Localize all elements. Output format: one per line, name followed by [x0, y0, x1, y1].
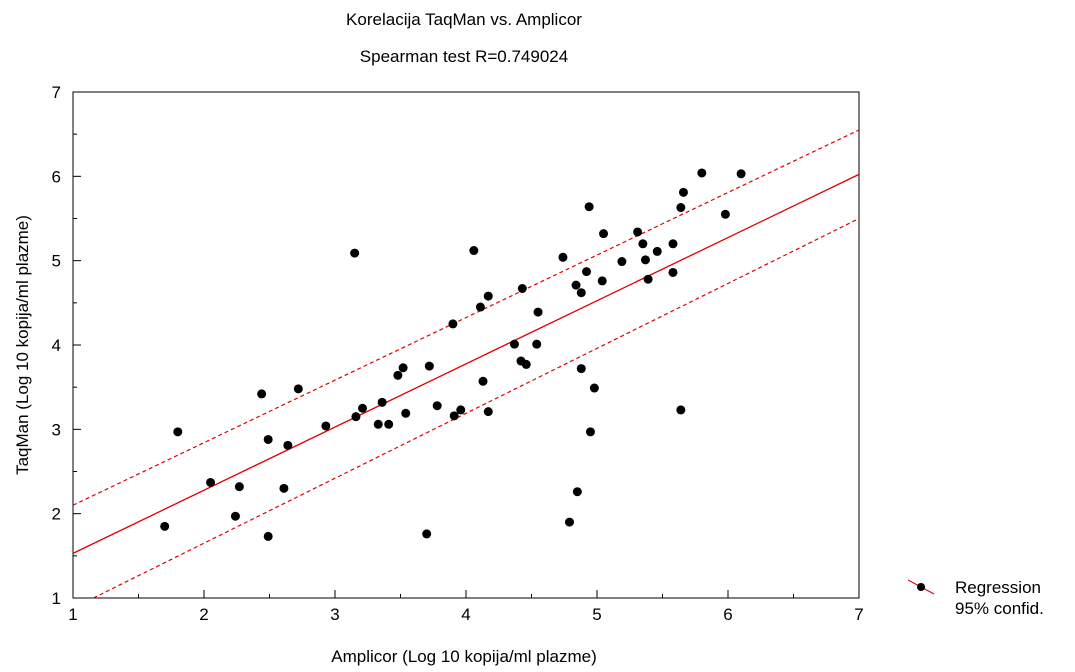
data-point [582, 267, 592, 277]
data-point [469, 246, 479, 256]
data-point [351, 412, 361, 422]
data-point [257, 389, 267, 399]
data-point [206, 477, 216, 487]
data-point [652, 246, 662, 256]
x-axis-ticks: 1 2 3 4 5 6 7 [68, 590, 864, 624]
data-point [668, 239, 678, 249]
confidence-upper-line [72, 129, 860, 506]
data-point [589, 383, 599, 393]
data-point [678, 187, 688, 197]
data-point [585, 427, 595, 437]
data-point [558, 252, 568, 262]
data-point [422, 529, 432, 539]
data-point [517, 283, 527, 293]
scatter-points [160, 168, 746, 541]
data-point [393, 370, 403, 380]
data-point [483, 291, 493, 301]
data-point [643, 274, 653, 284]
data-point [448, 319, 458, 329]
data-point [432, 401, 442, 411]
data-point [576, 364, 586, 374]
regression-line [72, 173, 860, 554]
data-point [234, 482, 244, 492]
data-point [599, 229, 609, 239]
data-point [509, 339, 519, 349]
data-point [572, 487, 582, 497]
data-point [736, 169, 746, 179]
x-tick-label: 2 [199, 605, 208, 624]
confidence-lower-line [93, 217, 860, 599]
chart-subtitle: Spearman test R=0.749024 [360, 47, 568, 66]
plot-area-frame [72, 91, 860, 599]
legend: Regression 95% confid. [907, 578, 1044, 618]
data-point [533, 307, 543, 317]
data-point [571, 280, 581, 290]
data-point [263, 434, 273, 444]
y-tick-label: 1 [52, 589, 61, 608]
data-point [633, 227, 643, 237]
data-point [373, 419, 383, 429]
data-point [638, 239, 648, 249]
data-point [564, 517, 574, 527]
y-tick-label: 6 [52, 167, 61, 186]
data-point [358, 403, 368, 413]
data-point [350, 248, 360, 258]
data-point [263, 531, 273, 541]
data-point [283, 440, 293, 450]
data-point [697, 168, 707, 178]
x-tick-label: 3 [330, 605, 339, 624]
data-point [676, 405, 686, 415]
data-point [584, 202, 594, 212]
data-point [449, 411, 459, 421]
data-point [384, 419, 394, 429]
data-point [617, 257, 627, 267]
regression-line-group [72, 173, 860, 554]
data-point [398, 363, 408, 373]
legend-label-confidence: 95% confid. [955, 599, 1044, 618]
x-tick-label: 1 [68, 605, 77, 624]
data-point [456, 405, 466, 415]
legend-label-regression: Regression [955, 578, 1041, 597]
y-axis-ticks: 1 2 3 4 5 6 7 [52, 83, 81, 608]
data-point [377, 397, 387, 407]
confidence-band [72, 129, 860, 599]
data-point [475, 302, 485, 312]
x-tick-label: 5 [592, 605, 601, 624]
data-point [173, 427, 183, 437]
data-point [576, 288, 586, 298]
data-point [676, 203, 686, 213]
y-tick-label: 3 [52, 420, 61, 439]
data-point [640, 255, 650, 265]
data-point [597, 276, 607, 286]
y-axis-title: TaqMan (Log 10 kopija/ml plazme) [13, 215, 32, 475]
data-point [160, 521, 170, 531]
data-point [279, 483, 289, 493]
y-tick-label: 7 [52, 83, 61, 102]
data-point [532, 339, 542, 349]
data-point [401, 408, 411, 418]
data-point [293, 384, 303, 394]
x-axis-title: Amplicor (Log 10 kopija/ml plazme) [331, 647, 597, 666]
chart-title: Korelacija TaqMan vs. Amplicor [346, 10, 582, 29]
y-tick-label: 4 [52, 336, 61, 355]
data-point [521, 359, 531, 369]
data-point [321, 421, 331, 431]
x-tick-label: 7 [854, 605, 863, 624]
y-tick-label: 2 [52, 505, 61, 524]
data-point [483, 407, 493, 417]
y-tick-label: 5 [52, 252, 61, 271]
data-point [720, 209, 730, 219]
legend-point-icon [917, 583, 925, 591]
x-tick-label: 4 [461, 605, 470, 624]
x-tick-label: 6 [723, 605, 732, 624]
data-point [668, 267, 678, 277]
data-point [424, 361, 434, 371]
data-point [478, 376, 488, 386]
data-point [230, 511, 240, 521]
